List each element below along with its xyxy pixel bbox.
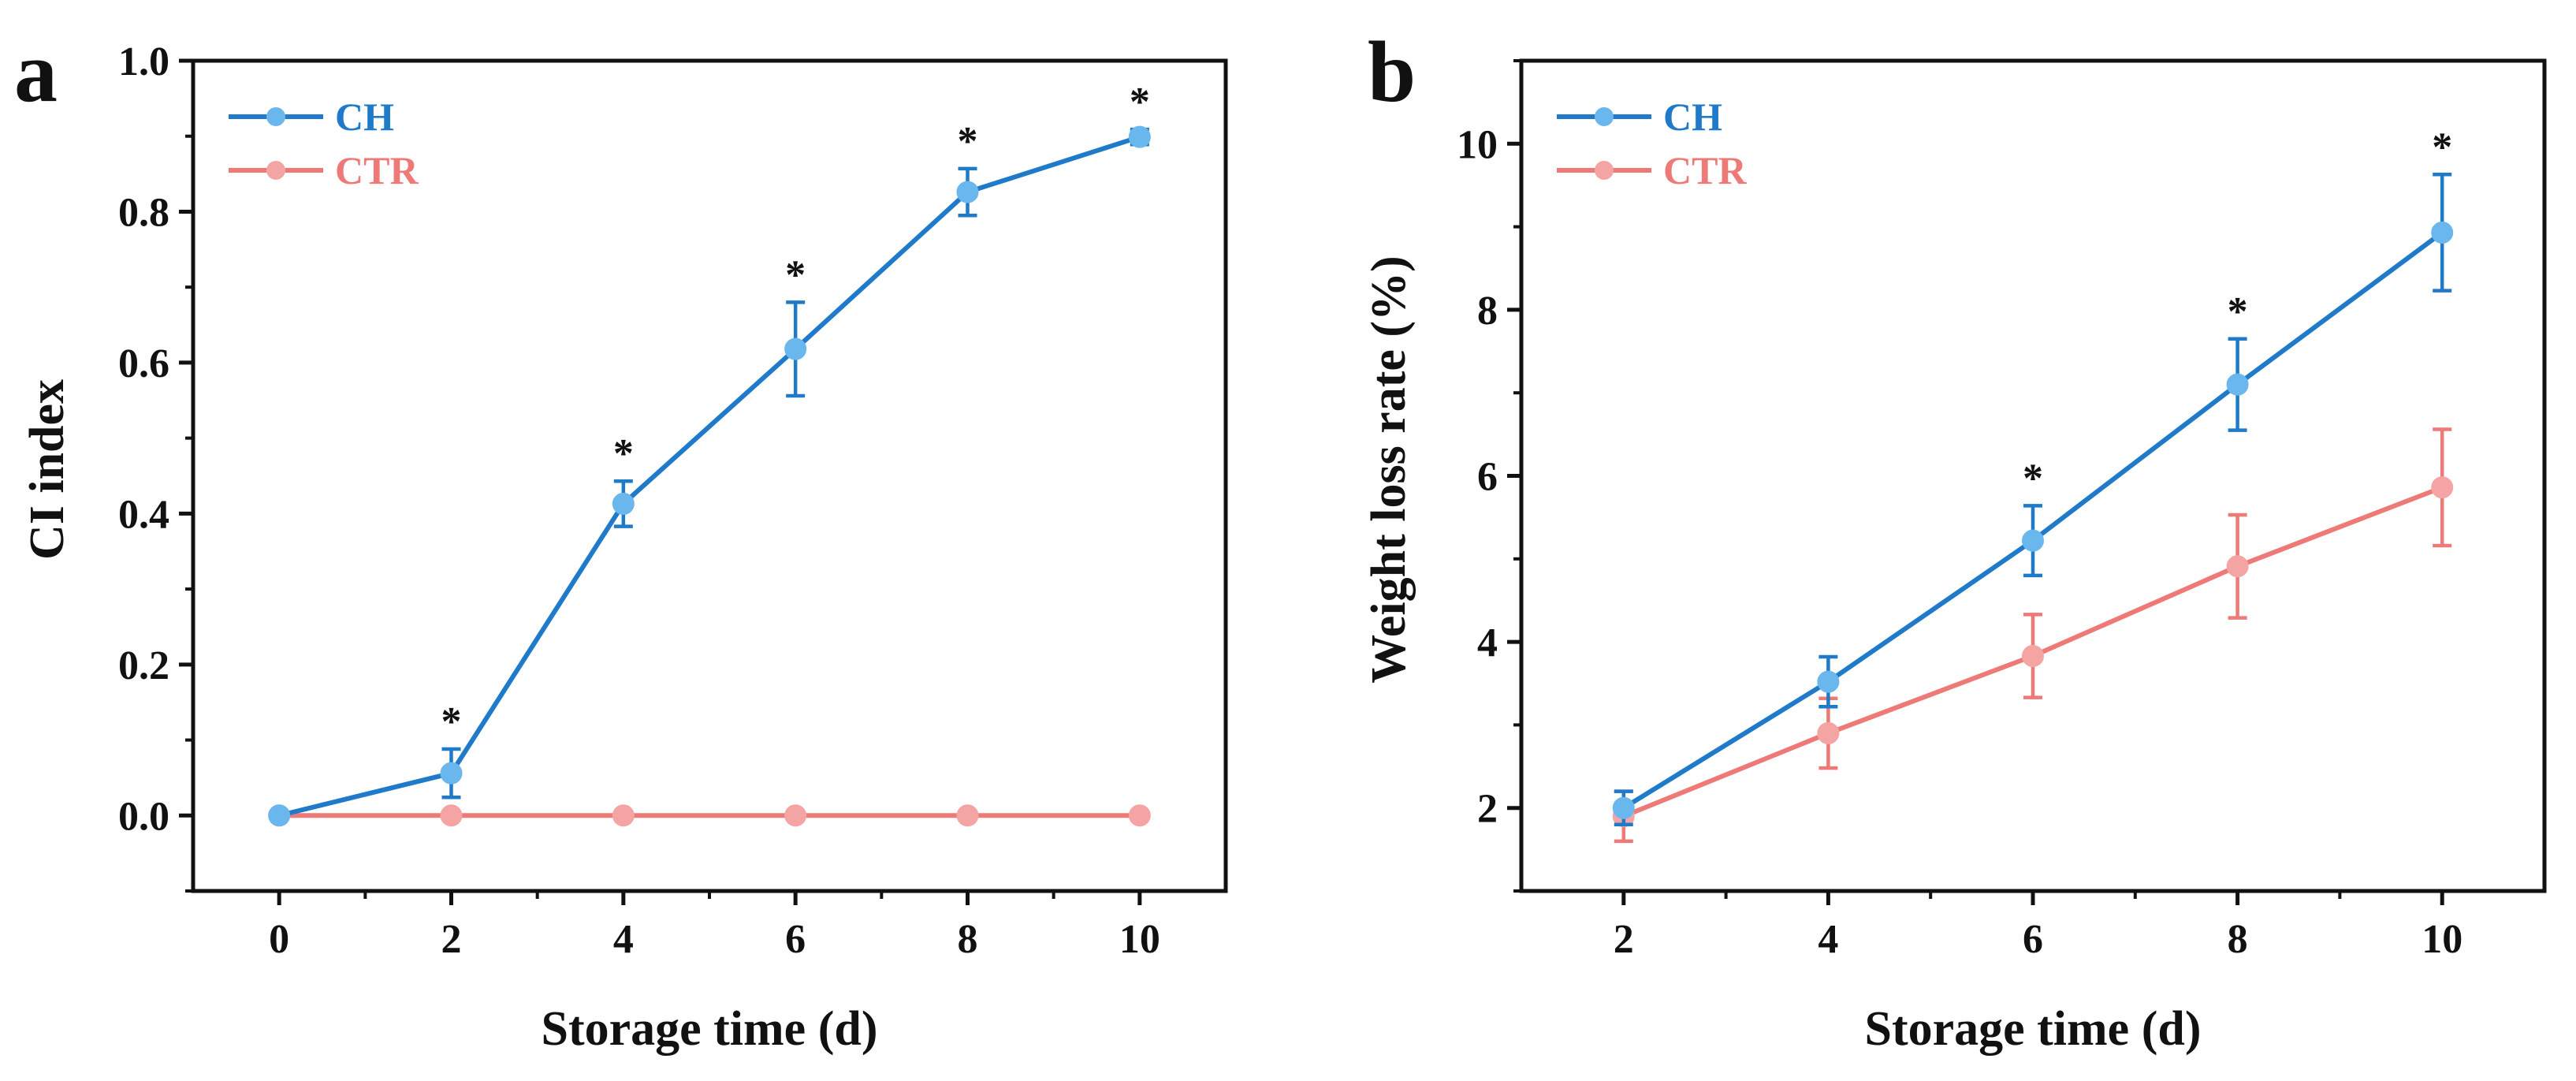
x-tick-label: 10 bbox=[2422, 917, 2462, 962]
ctr-data-point bbox=[1128, 804, 1151, 827]
ch-data-point bbox=[784, 337, 807, 360]
panel-label: b bbox=[1368, 24, 1416, 120]
ch-data-point bbox=[1817, 670, 1840, 693]
legend-label-ch: CH bbox=[1663, 95, 1722, 139]
x-tick-label: 4 bbox=[1818, 917, 1838, 962]
significance-marker: * bbox=[958, 119, 978, 164]
y-tick-label: 6 bbox=[1477, 455, 1498, 500]
y-axis-title: CI index bbox=[20, 379, 74, 560]
significance-marker: * bbox=[2228, 289, 2248, 334]
ch-series-line bbox=[278, 134, 1141, 818]
y-tick-label: 1.0 bbox=[118, 39, 169, 84]
x-tick-label: 8 bbox=[2228, 917, 2248, 962]
x-tick-label: 0 bbox=[269, 917, 289, 962]
ch-data-point bbox=[612, 492, 635, 515]
x-tick-label: 4 bbox=[613, 917, 634, 962]
x-axis-title: Storage time (d) bbox=[542, 1002, 878, 1056]
y-tick-label: 10 bbox=[1457, 122, 1498, 167]
significance-marker: * bbox=[785, 252, 806, 297]
ctr-data-point bbox=[2431, 476, 2454, 499]
significance-marker: * bbox=[1130, 80, 1150, 125]
ctr-data-point bbox=[956, 804, 979, 827]
ch-data-point bbox=[2431, 221, 2454, 244]
panel-label: a bbox=[14, 24, 58, 120]
significance-marker: * bbox=[2023, 456, 2043, 501]
x-tick-label: 6 bbox=[785, 917, 806, 962]
legend-marker-ch bbox=[266, 107, 285, 126]
y-axis-title: Weight loss rate (%) bbox=[1362, 255, 1416, 683]
legend-label-ctr: CTR bbox=[335, 148, 419, 192]
legend-label-ch: CH bbox=[335, 95, 394, 139]
y-tick-label: 2 bbox=[1477, 787, 1498, 832]
y-tick-label: 0.0 bbox=[118, 794, 169, 839]
ch-data-point bbox=[2226, 373, 2249, 396]
ctr-data-point bbox=[2022, 645, 2044, 668]
significance-marker: * bbox=[441, 699, 462, 744]
legend-marker-ch bbox=[1595, 107, 1614, 126]
x-tick-label: 8 bbox=[958, 917, 978, 962]
significance-marker: * bbox=[2432, 125, 2452, 170]
y-tick-label: 0.2 bbox=[118, 643, 169, 688]
legend-label-ctr: CTR bbox=[1663, 148, 1747, 192]
x-axis-title: Storage time (d) bbox=[1865, 1002, 2202, 1056]
ch-data-point bbox=[268, 804, 291, 827]
legend-marker-ctr bbox=[1595, 161, 1614, 180]
ctr-data-point bbox=[784, 804, 807, 827]
ch-data-point bbox=[956, 181, 979, 203]
y-tick-label: 8 bbox=[1477, 289, 1498, 334]
ctr-data-point bbox=[612, 804, 635, 827]
y-tick-label: 4 bbox=[1477, 621, 1498, 665]
ch-data-point bbox=[2022, 529, 2044, 552]
significance-marker: * bbox=[613, 431, 634, 476]
legend-marker-ctr bbox=[266, 161, 285, 180]
x-tick-label: 10 bbox=[1119, 917, 1160, 962]
panel-a-chart: a 0 2 4 6 8 10 0.0 0.2 0.4 0.6 0.8 1.0 Storage time (… bbox=[14, 24, 1228, 1056]
ctr-data-point bbox=[440, 804, 463, 827]
y-tick-label: 0.4 bbox=[118, 492, 169, 537]
ch-data-point bbox=[1612, 796, 1635, 819]
ch-data-point bbox=[440, 762, 463, 785]
ctr-data-point bbox=[1817, 721, 1840, 744]
ch-data-point bbox=[1128, 125, 1151, 148]
y-tick-label: 0.6 bbox=[118, 341, 169, 386]
ctr-data-point bbox=[2226, 555, 2249, 578]
x-tick-label: 6 bbox=[2023, 917, 2043, 962]
x-tick-label: 2 bbox=[441, 917, 462, 962]
panel-b-chart: b 2 4 6 8 10 2 4 6 8 10 Storage time (d) Weight loss… bbox=[1362, 24, 2547, 1056]
y-tick-label: 0.8 bbox=[118, 190, 169, 235]
x-tick-label: 2 bbox=[1614, 917, 1634, 962]
